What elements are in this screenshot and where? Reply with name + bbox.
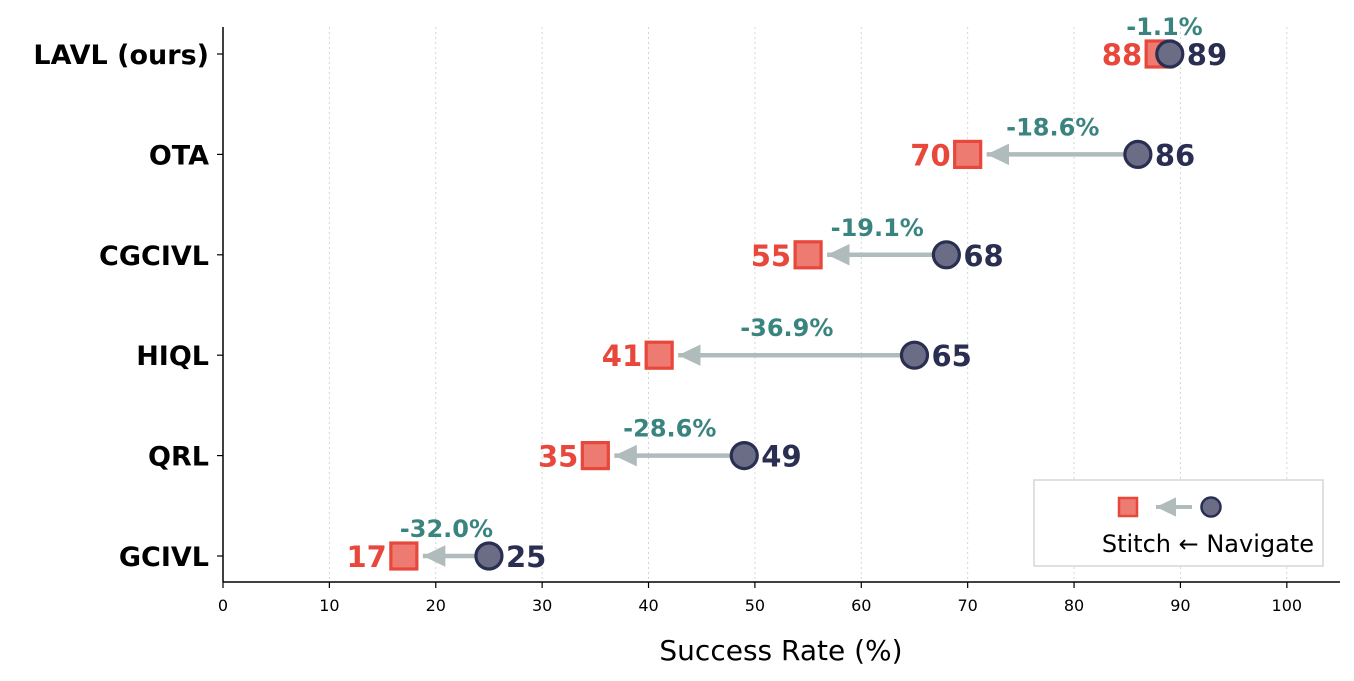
stitch-value-label: 17 <box>346 540 386 574</box>
percent-change-label: -18.6% <box>1006 113 1099 141</box>
legend: Stitch ← Navigate <box>1033 479 1324 567</box>
navigate-marker <box>1123 139 1153 169</box>
navigate-value-label: 89 <box>1187 38 1227 72</box>
x-tick-label: 10 <box>319 596 339 615</box>
x-tick-label: 0 <box>218 596 228 615</box>
row-group: 41 65 -36.9% <box>602 314 972 373</box>
x-axis-title: Success Rate (%) <box>659 634 902 667</box>
x-tick-label: 30 <box>532 596 552 615</box>
legend-stitch-marker <box>1117 496 1139 518</box>
x-tick-labels: 0 10 20 30 40 50 60 70 80 90 100 <box>218 582 1302 615</box>
stitch-value-label: 55 <box>751 239 791 273</box>
legend-box <box>1033 479 1324 567</box>
category-label: HIQL <box>136 341 209 372</box>
row-group: 55 68 -19.1% <box>751 214 1004 273</box>
stitch-marker <box>644 340 674 370</box>
x-tick-label: 60 <box>851 596 871 615</box>
stitch-marker <box>793 240 823 270</box>
stitch-value-label: 88 <box>1102 38 1142 72</box>
axes <box>222 27 1340 583</box>
x-tick-label: 100 <box>1272 596 1303 615</box>
x-tick-label: 50 <box>745 596 765 615</box>
x-tick-label: 70 <box>957 596 977 615</box>
percent-change-label: -28.6% <box>623 415 716 443</box>
percent-change-label: -19.1% <box>831 214 924 242</box>
percent-change-label: -36.9% <box>740 314 833 342</box>
category-labels: LAVL (ours) OTA CGCIVL HIQL QRL GCIVL <box>33 40 223 573</box>
navigate-value-label: 65 <box>931 339 971 373</box>
stitch-value-label: 70 <box>910 138 950 172</box>
navigate-marker <box>729 441 759 471</box>
navigate-value-label: 86 <box>1155 138 1195 172</box>
category-label: OTA <box>149 140 209 171</box>
legend-marks <box>1117 496 1222 518</box>
stitch-marker <box>953 139 983 169</box>
legend-label: Stitch ← Navigate <box>1102 530 1314 558</box>
navigate-marker <box>1155 39 1185 69</box>
row-group: 17 25 -32.0% <box>346 515 546 574</box>
percent-change-label: -1.1% <box>1126 13 1203 41</box>
x-tick-label: 90 <box>1170 596 1190 615</box>
category-label: QRL <box>148 442 209 473</box>
legend-navigate-marker <box>1200 496 1222 518</box>
row-group: 70 86 -18.6% <box>910 113 1195 172</box>
percent-change-label: -32.0% <box>400 515 493 543</box>
data-marks: 88 89-1.1% 70 86 -18.6% 55 68 -19.1% 41 65 -36.9% 3… <box>346 13 1227 574</box>
category-label: LAVL (ours) <box>33 40 209 71</box>
stitch-value-label: 35 <box>538 440 578 474</box>
x-tick-label: 20 <box>426 596 446 615</box>
category-label: CGCIVL <box>99 241 209 272</box>
navigate-marker <box>899 340 930 370</box>
category-label: GCIVL <box>119 542 209 573</box>
navigate-value-label: 25 <box>506 540 546 574</box>
navigate-marker <box>931 240 961 270</box>
navigate-marker <box>474 541 504 571</box>
stitch-value-label: 41 <box>602 339 642 373</box>
stitch-marker <box>389 541 419 571</box>
navigate-value-label: 68 <box>963 239 1003 273</box>
navigate-value-label: 49 <box>761 440 801 474</box>
stitch-marker <box>580 441 610 471</box>
row-group: 88 89-1.1% <box>1102 13 1227 72</box>
x-tick-label: 80 <box>1064 596 1084 615</box>
row-group: 35 49 -28.6% <box>538 415 802 474</box>
x-tick-label: 40 <box>638 596 658 615</box>
